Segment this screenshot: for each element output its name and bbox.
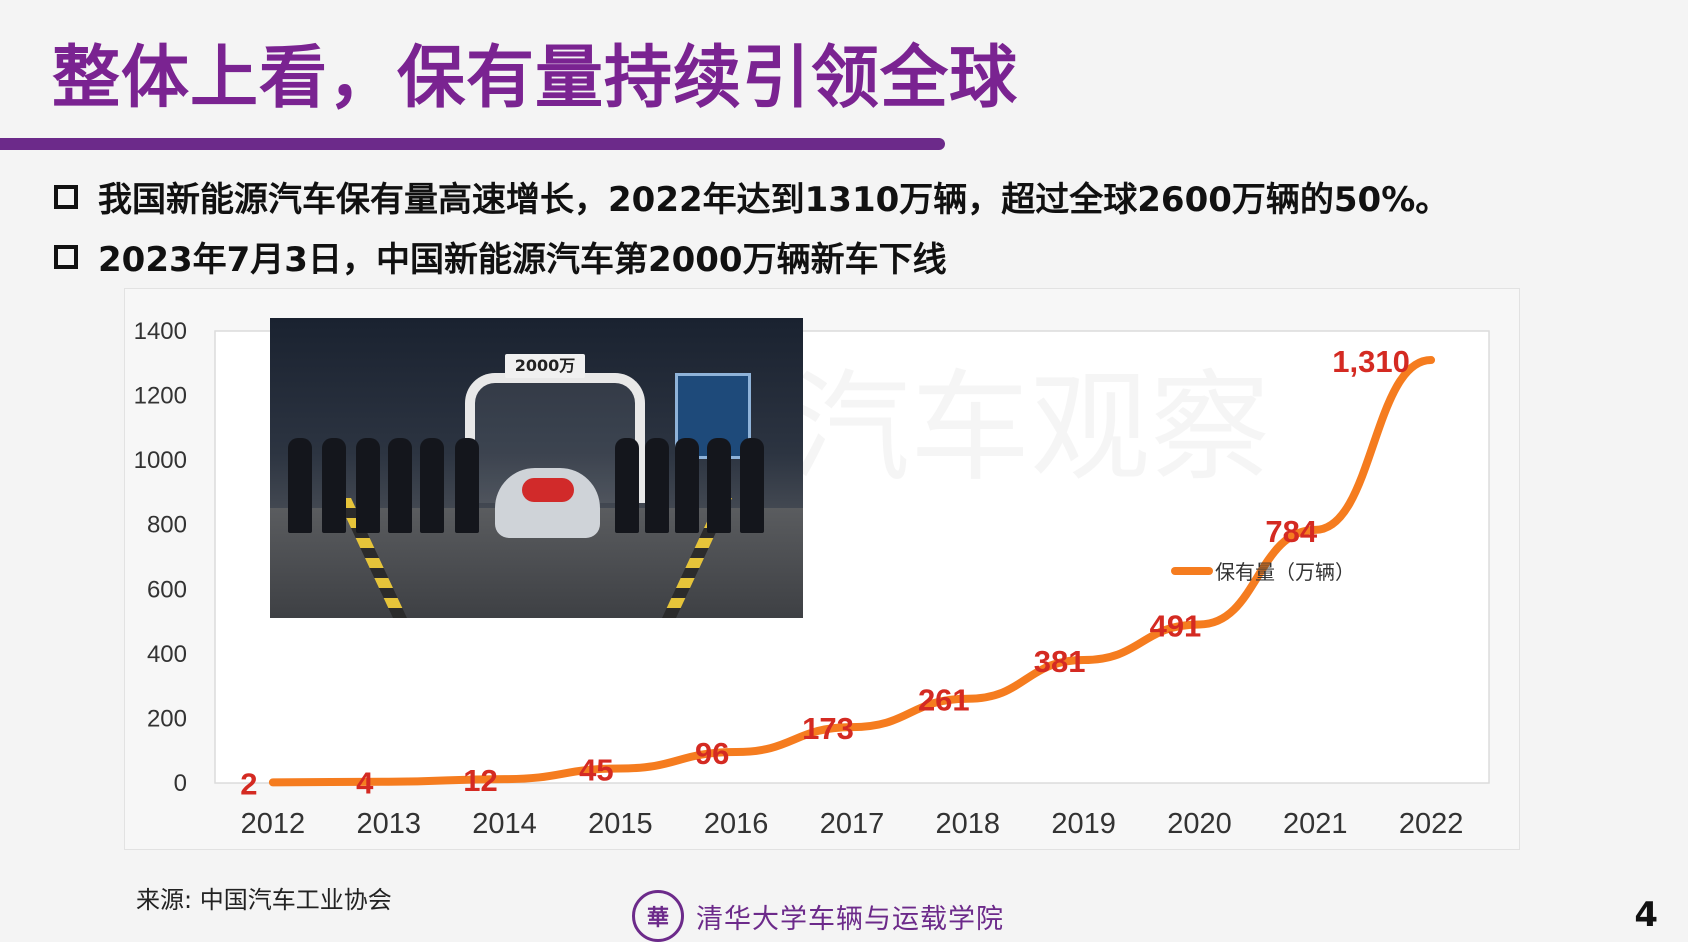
- photo-person: [675, 438, 699, 533]
- data-point: [269, 779, 276, 786]
- photo-bow: [522, 478, 574, 502]
- institution-logo: 華 清华大学车辆与运载学院: [632, 890, 1004, 942]
- source-note: 来源: 中国汽车工业协会: [136, 886, 392, 914]
- university-seal-icon: 華: [632, 890, 684, 942]
- data-label: 4: [356, 766, 374, 801]
- photo-person: [288, 438, 312, 533]
- data-point: [1312, 526, 1319, 533]
- photo-person: [645, 438, 669, 533]
- data-point: [617, 765, 624, 772]
- data-label: 96: [695, 736, 729, 771]
- ceremony-photo: 2000万: [270, 318, 803, 618]
- y-tick-label: 1200: [134, 383, 187, 410]
- x-tick-label: 2022: [1399, 808, 1464, 840]
- checkbox-square-icon: [54, 244, 78, 269]
- data-point: [1196, 621, 1203, 628]
- x-tick-label: 2017: [820, 808, 885, 840]
- photo-person: [740, 438, 764, 533]
- bullet-text-2: 2023年7月3日，中国新能源汽车第2000万辆新车下线: [98, 240, 947, 280]
- title-divider: [0, 138, 945, 150]
- bullet-item-1: 我国新能源汽车保有量高速增长，2022年达到1310万辆，超过全球2600万辆的…: [54, 172, 1449, 221]
- checkbox-square-icon: [54, 184, 78, 209]
- y-tick-label: 200: [147, 705, 187, 732]
- photo-person: [455, 438, 479, 533]
- x-tick-label: 2016: [704, 808, 769, 840]
- data-point: [964, 695, 971, 702]
- bullet-item-2: 2023年7月3日，中国新能源汽车第2000万辆新车下线: [54, 232, 947, 281]
- data-label: 784: [1265, 514, 1317, 549]
- data-label: 1,310: [1332, 344, 1410, 379]
- photo-sign: 2000万: [505, 354, 585, 378]
- institution-name: 清华大学车辆与运载学院: [696, 903, 1004, 935]
- x-tick-label: 2020: [1167, 808, 1232, 840]
- photo-person: [707, 438, 731, 533]
- x-tick-label: 2018: [936, 808, 1001, 840]
- x-tick-label: 2012: [241, 808, 306, 840]
- x-tick-label: 2021: [1283, 808, 1348, 840]
- data-label: 2: [240, 766, 257, 801]
- photo-person: [420, 438, 444, 533]
- data-label: 261: [918, 683, 970, 718]
- x-tick-label: 2013: [356, 808, 421, 840]
- x-tick-label: 2015: [588, 808, 653, 840]
- photo-person: [388, 438, 412, 533]
- data-point: [1080, 656, 1087, 663]
- y-tick-label: 1000: [134, 447, 187, 474]
- x-tick-label: 2019: [1051, 808, 1116, 840]
- data-label: 381: [1034, 644, 1086, 679]
- data-point: [733, 749, 740, 756]
- data-point: [501, 776, 508, 783]
- x-tick-label: 2014: [472, 808, 537, 840]
- bullet-text-1: 我国新能源汽车保有量高速增长，2022年达到1310万辆，超过全球2600万辆的…: [98, 180, 1450, 220]
- data-label: 45: [579, 752, 613, 787]
- photo-person: [322, 438, 346, 533]
- watermark: 汽车观察: [790, 330, 1270, 504]
- y-tick-label: 0: [174, 770, 187, 797]
- photo-person: [615, 438, 639, 533]
- photo-sign-text: 2000万: [514, 356, 576, 375]
- data-point: [385, 778, 392, 785]
- y-tick-label: 800: [147, 512, 187, 539]
- y-tick-label: 1400: [134, 318, 187, 345]
- page-number: 4: [1634, 895, 1658, 935]
- data-label: 491: [1150, 608, 1202, 643]
- y-tick-label: 600: [147, 576, 187, 603]
- data-point: [1428, 357, 1435, 364]
- photo-person: [356, 438, 380, 533]
- data-label: 173: [802, 711, 854, 746]
- data-label: 12: [463, 763, 497, 798]
- slide-title: 整体上看，保有量持续引领全球: [52, 39, 1019, 118]
- y-tick-label: 400: [147, 641, 187, 668]
- data-point: [849, 724, 855, 731]
- legend-label: 保有量（万辆）: [1215, 560, 1355, 584]
